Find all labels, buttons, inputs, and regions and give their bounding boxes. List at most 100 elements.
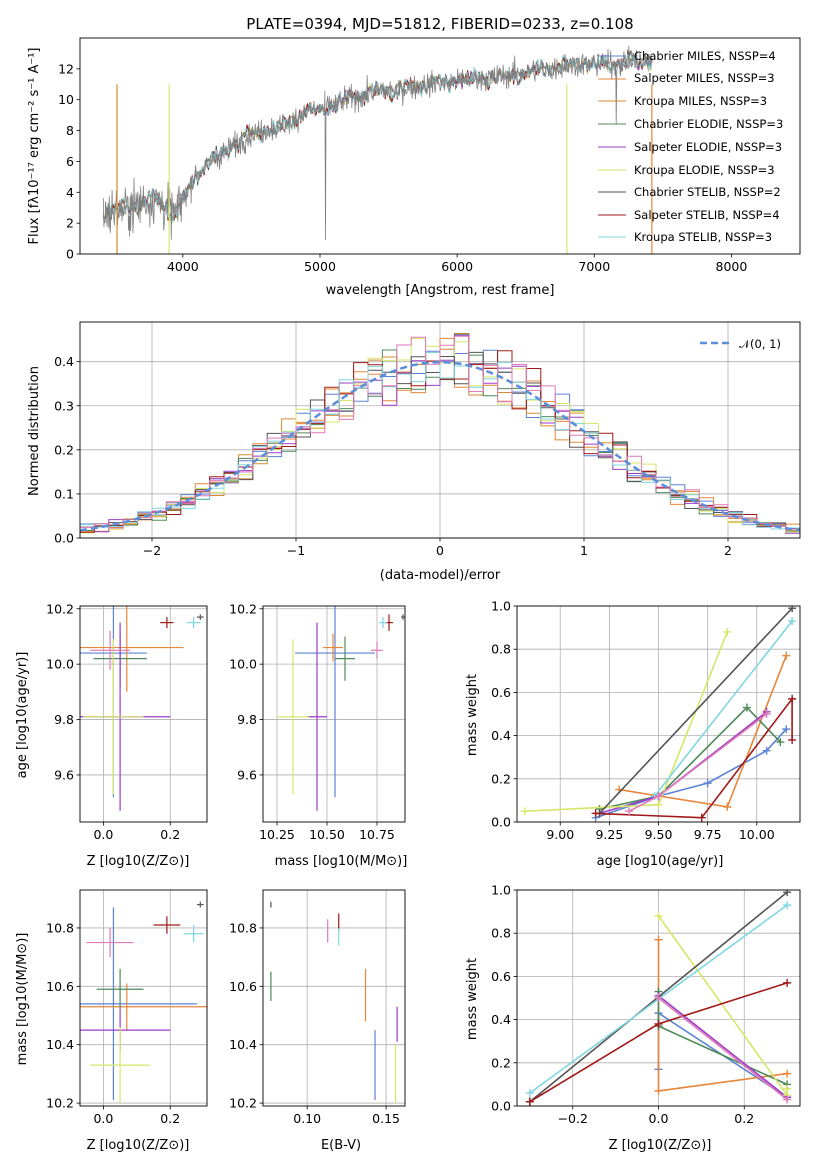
y-tick-label: 9.8 (54, 712, 74, 727)
plus-marker (783, 978, 792, 987)
axes-frame (79, 37, 801, 255)
plot-area (80, 333, 800, 534)
plot-area (277, 606, 405, 811)
weight-line (598, 607, 793, 814)
y-tick-label: 1.0 (491, 599, 511, 614)
x-tick-label: 1 (580, 543, 588, 558)
plus-marker (788, 606, 797, 613)
x-tick-label: 0 (436, 543, 444, 558)
plus-marker (783, 1084, 792, 1093)
y-tick-label: 9.6 (54, 767, 74, 782)
plus-marker (654, 800, 663, 809)
x-tick-label: 5000 (304, 259, 336, 274)
x-tick-label: 9.25 (595, 827, 623, 842)
age-vs-metallicity-panel: 0.0 0.2 9.6 9.8 10.0 10.2 (46, 601, 208, 842)
y-tick-label: 0.4 (491, 728, 511, 743)
x-axis-label: Z [log10(Z/Z⊙)] (609, 1138, 712, 1153)
y-tick-label: 1.0 (491, 883, 511, 898)
plus-marker (525, 1089, 534, 1098)
x-tick-label: −2 (143, 543, 161, 558)
y-tick-label: 0.1 (54, 486, 74, 501)
y-axis-label: mass weight (465, 674, 480, 756)
y-tick-label: 0.8 (491, 926, 511, 941)
x-tick-label: −1 (287, 543, 305, 558)
axes-frame (516, 605, 801, 823)
y-tick-label: 10 (58, 92, 74, 107)
plus-marker (654, 935, 663, 944)
legend-label: Salpeter STELIB, NSSP=4 (634, 208, 780, 222)
legend-label: Salpeter MILES, NSSP=3 (634, 71, 775, 85)
axes-frame (79, 889, 208, 1107)
x-tick-label: 10.75 (359, 827, 395, 842)
plus-marker (776, 738, 785, 747)
legend-label: Kroupa STELIB, NSSP=3 (634, 230, 772, 244)
y-tick-label: 10.0 (229, 657, 257, 672)
histogram-step (80, 352, 800, 530)
y-tick-label: 10.6 (229, 979, 257, 994)
plot-area (80, 901, 207, 1104)
legend-label: Kroupa ELODIE, NSSP=3 (634, 163, 775, 177)
x-tick-label: 0.2 (160, 1111, 180, 1126)
y-tick-label: 9.8 (237, 712, 257, 727)
y-tick-label: 10.8 (229, 920, 257, 935)
y-tick-label: 10.2 (46, 601, 74, 616)
x-tick-label: 2 (724, 543, 732, 558)
y-tick-label: 0.0 (491, 815, 511, 830)
y-tick-label: 10.8 (46, 920, 74, 935)
plus-marker (723, 802, 732, 811)
chart-title: PLATE=0394, MJD=51812, FIBERID=0233, z=0… (246, 15, 633, 33)
x-tick-label: 0.2 (160, 827, 180, 842)
plus-marker (783, 890, 792, 897)
x-axis-label: E(B-V) (321, 1138, 361, 1153)
mass-vs-reddening-panel: 0.10 0.15 10.2 10.4 10.6 10.8 (229, 889, 406, 1126)
plus-marker (723, 627, 732, 636)
age-vs-mass-panel: 10.25 10.50 10.75 9.6 9.8 10.0 10.2 (229, 601, 406, 842)
y-tick-label: 8 (66, 123, 74, 138)
legend-label: Chabrier MILES, NSSP=4 (634, 49, 776, 63)
axes-frame (262, 889, 406, 1107)
plus-marker (783, 901, 792, 910)
x-tick-label: −0.2 (558, 1111, 588, 1126)
plot-area (520, 606, 797, 822)
y-axis-label: age [log10(age/yr)] (15, 652, 30, 779)
plus-marker (654, 911, 663, 920)
plus-marker (525, 1097, 534, 1106)
y-tick-label: 10.2 (229, 1096, 257, 1111)
plus-marker (783, 1069, 792, 1078)
y-tick-label: 0.0 (491, 1099, 511, 1114)
y-axis-label: Normed distribution (27, 366, 42, 496)
x-tick-label: 7000 (578, 259, 610, 274)
weight-line (595, 696, 793, 819)
plus-marker (654, 792, 663, 801)
x-tick-label: 0.0 (93, 827, 113, 842)
y-tick-label: 0.6 (491, 685, 511, 700)
residual-histogram-panel: −2 −1 0 1 2 0.0 0.1 0.2 0.3 0.4 (54, 321, 801, 558)
x-tick-label: 0.0 (93, 1111, 113, 1126)
plus-marker (788, 617, 797, 626)
plus-marker (782, 725, 791, 734)
y-tick-label: 10.0 (46, 657, 74, 672)
y-tick-label: 0.8 (491, 642, 511, 657)
y-tick-label: 0.2 (491, 771, 511, 786)
y-tick-label: 0.2 (491, 1055, 511, 1070)
x-tick-label: 8000 (716, 259, 748, 274)
x-axis-label: wavelength [Angstrom, rest frame] (326, 283, 555, 298)
y-tick-label: 10.6 (46, 979, 74, 994)
y-tick-label: 10.4 (229, 1037, 257, 1052)
spectrum-legend: Chabrier MILES, NSSP=4 Salpeter MILES, N… (634, 49, 783, 244)
x-tick-label: 6000 (441, 259, 473, 274)
plus-marker (762, 746, 771, 755)
x-tick-label: 9.00 (546, 827, 574, 842)
plot-area (102, 45, 653, 254)
x-tick-label: 9.75 (694, 827, 722, 842)
y-tick-label: 6 (66, 154, 74, 169)
plus-marker (782, 651, 791, 660)
y-tick-label: 0.2 (54, 442, 74, 457)
x-axis-label: Z [log10(Z/Z⊙)] (87, 1138, 190, 1153)
spectrum-panel: 4000 5000 6000 7000 8000 0 2 4 6 8 10 12 (58, 37, 801, 274)
legend-label: Salpeter ELODIE, NSSP=3 (634, 140, 782, 154)
plus-marker (625, 807, 634, 816)
weight-line (599, 706, 781, 810)
plus-marker (742, 703, 751, 712)
